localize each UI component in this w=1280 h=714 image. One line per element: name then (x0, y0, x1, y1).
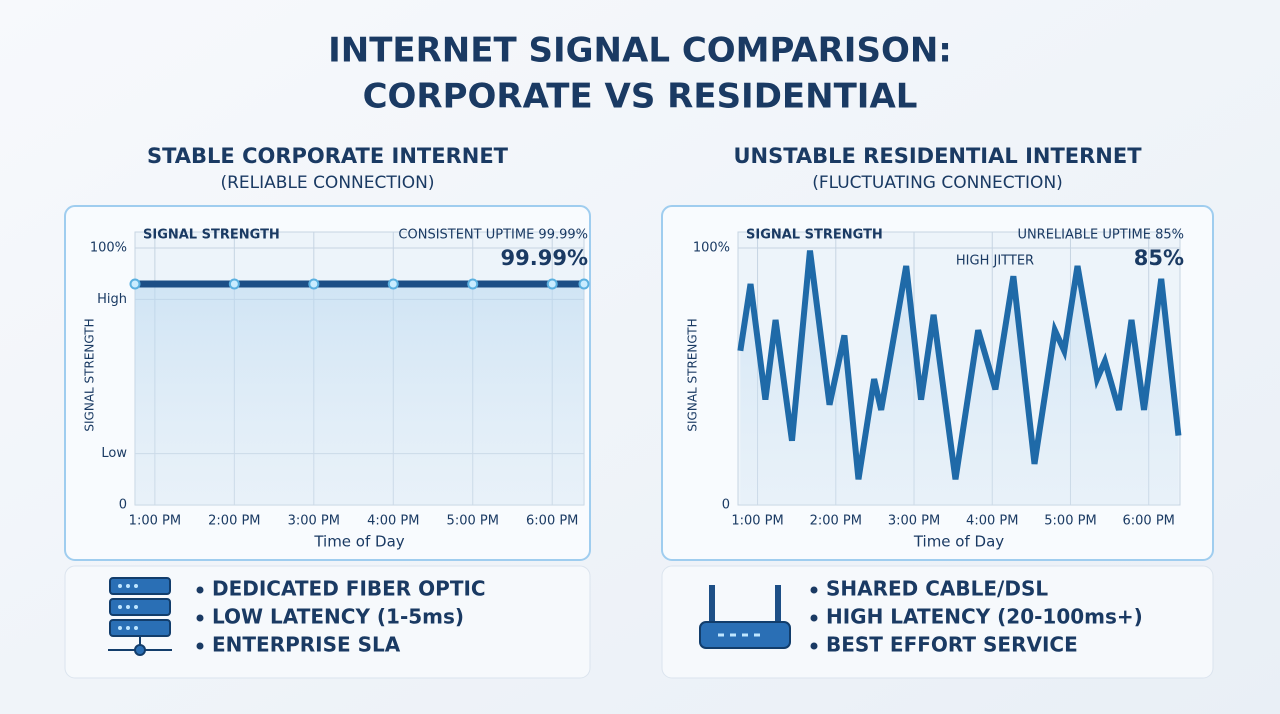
feature-panel (64, 565, 591, 679)
x-tick-label: 3:00 PM (288, 514, 340, 529)
feature-item: DEDICATED FIBER OPTIC (212, 577, 486, 601)
x-tick-label: 1:00 PM (129, 514, 181, 529)
x-tick-label: 3:00 PM (888, 514, 940, 529)
x-axis-label: Time of Day (913, 533, 1004, 551)
feature-item: LOW LATENCY (1-5ms) (212, 605, 464, 629)
feature-panel (661, 565, 1214, 679)
marker (387, 278, 399, 290)
feature-item: HIGH LATENCY (20-100ms+) (826, 605, 1143, 629)
y-tick-label: High (97, 292, 127, 307)
x-axis-label: Time of Day (313, 533, 404, 551)
marker (546, 278, 558, 290)
feature-item: BEST EFFORT SERVICE (826, 633, 1078, 657)
title: CORPORATE VS RESIDENTIAL (363, 77, 918, 117)
uptime-headline: 99.99% (501, 246, 588, 270)
y-tick-label: 0 (722, 498, 730, 513)
chart-title: UNSTABLE RESIDENTIAL INTERNET (733, 144, 1142, 168)
bullet (810, 614, 818, 622)
x-tick-label: 4:00 PM (367, 514, 419, 529)
x-tick-label: 5:00 PM (1044, 514, 1096, 529)
x-tick-label: 2:00 PM (810, 514, 862, 529)
x-tick-label: 2:00 PM (208, 514, 260, 529)
marker (228, 278, 240, 290)
marker (129, 278, 141, 290)
y-tick-label: 100% (90, 241, 127, 256)
line (737, 250, 1182, 480)
bullet (196, 614, 204, 622)
y-axis-label: SIGNAL STRENGTH (83, 318, 97, 431)
chart-subtitle: (FLUCTUATING CONNECTION) (812, 173, 1063, 193)
uptime-text: CONSISTENT UPTIME 99.99% (398, 228, 588, 243)
x-tick-label: 4:00 PM (966, 514, 1018, 529)
y-tick-label: 0 (119, 498, 127, 513)
uptime-text: UNRELIABLE UPTIME 85% (1017, 228, 1184, 243)
x-tick-label: 1:00 PM (731, 514, 783, 529)
bullet (810, 586, 818, 594)
chart-subtitle: (RELIABLE CONNECTION) (220, 173, 434, 193)
bullet (196, 642, 204, 650)
bullet (196, 586, 204, 594)
server-icon (108, 577, 172, 656)
y-tick-label: 100% (693, 241, 730, 256)
feature-item: SHARED CABLE/DSL (826, 577, 1048, 601)
marker (578, 278, 590, 290)
title: INTERNET SIGNAL COMPARISON: (328, 31, 952, 71)
marker (467, 278, 479, 290)
router-icon (699, 585, 791, 649)
x-tick-label: 6:00 PM (526, 514, 578, 529)
x-tick-label: 6:00 PM (1123, 514, 1175, 529)
x-tick-label: 5:00 PM (447, 514, 499, 529)
title-group: INTERNET SIGNAL COMPARISON: CORPORATE VS… (328, 31, 952, 117)
bullet (810, 642, 818, 650)
y-axis-label: SIGNAL STRENGTH (686, 318, 700, 431)
panel-label: SIGNAL STRENGTH (143, 228, 280, 243)
feature-item: ENTERPRISE SLA (212, 633, 401, 657)
chart-title: STABLE CORPORATE INTERNET (147, 144, 509, 168)
uptime-headline: 85% (1134, 246, 1184, 270)
panel-label: SIGNAL STRENGTH (746, 228, 883, 243)
area-fill (135, 283, 584, 505)
area-fill (740, 250, 1179, 505)
y-tick-label: Low (101, 446, 127, 461)
marker (308, 278, 320, 290)
annotation: HIGH JITTER (956, 254, 1034, 269)
